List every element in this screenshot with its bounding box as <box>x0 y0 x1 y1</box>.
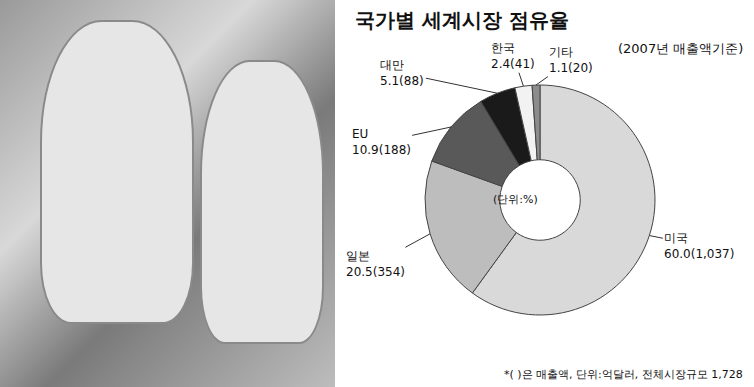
svg-text:(2007년 매출액기준): (2007년 매출액기준) <box>618 41 743 56</box>
svg-text:한국2.4(41): 한국2.4(41) <box>491 41 535 71</box>
svg-text:미국60.0(1,037): 미국60.0(1,037) <box>664 231 734 261</box>
svg-text:*( )은 매출액, 단위:억달러, 전체시장규모 1,72: *( )은 매출액, 단위:억달러, 전체시장규모 1,728 <box>504 368 743 381</box>
svg-text:(단위:%): (단위:%) <box>493 193 538 206</box>
svg-text:대만5.1(88): 대만5.1(88) <box>380 58 424 88</box>
svg-text:기타1.1(20): 기타1.1(20) <box>549 45 593 75</box>
svg-text:일본20.5(354): 일본20.5(354) <box>346 249 405 279</box>
svg-text:EU10.9(188): EU10.9(188) <box>352 127 411 157</box>
svg-text:국가별 세계시장 점유율: 국가별 세계시장 점유율 <box>355 8 569 32</box>
